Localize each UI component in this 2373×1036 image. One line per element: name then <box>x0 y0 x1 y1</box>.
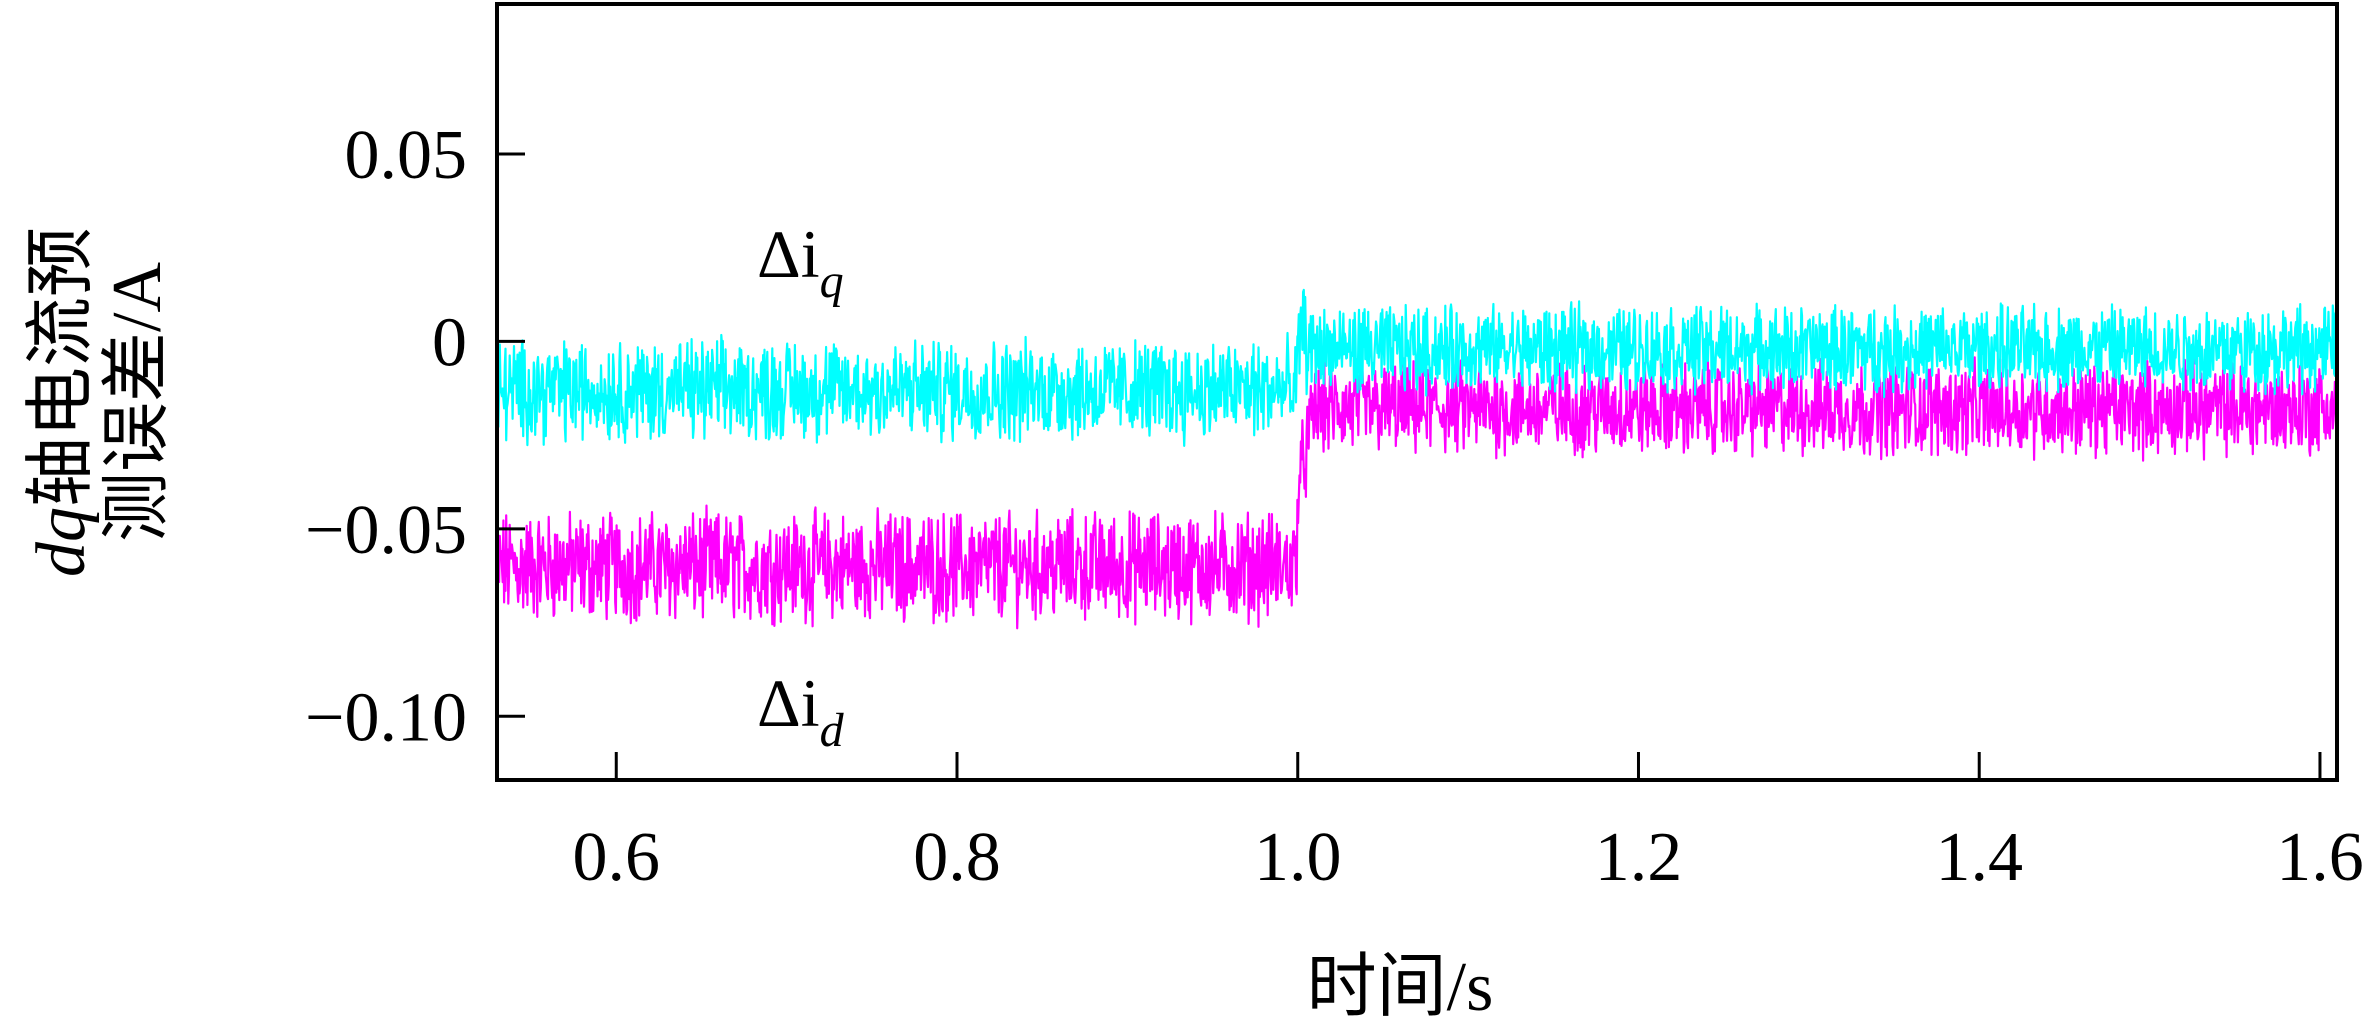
y-tick-label: 0.05 <box>345 117 468 194</box>
ticks-layer: 0.6 0.8 1.0 1.2 1.4 1.6 0.05 0 −0.05 −0.10 <box>305 117 2364 896</box>
x-tick-label: 0.8 <box>913 819 1001 896</box>
y-tick-label: 0 <box>432 304 467 381</box>
x-tick-label: 1.6 <box>2276 819 2364 896</box>
y-axis-title: dq轴电流预 测误差/A <box>23 227 176 577</box>
series-line-iq <box>495 288 2339 447</box>
svg-text:dq轴电流预: dq轴电流预 <box>23 227 100 577</box>
svg-text:测误差/A: 测误差/A <box>99 262 176 542</box>
y-tick-label: −0.10 <box>305 679 467 756</box>
x-tick-label: 1.2 <box>1595 819 1683 896</box>
x-tick-label: 0.6 <box>573 819 661 896</box>
x-axis-title: 时间/s <box>1307 949 1494 1026</box>
series-layer <box>495 288 2339 630</box>
x-tick-label: 1.4 <box>1935 819 2023 896</box>
x-tick-label: 1.0 <box>1254 819 1342 896</box>
series-label-id: Δid <box>757 665 845 757</box>
plot-frame <box>495 2 2339 782</box>
y-tick-label: −0.05 <box>305 492 467 569</box>
series-line-id <box>495 356 2339 630</box>
series-label-iq: Δiq <box>757 216 844 308</box>
